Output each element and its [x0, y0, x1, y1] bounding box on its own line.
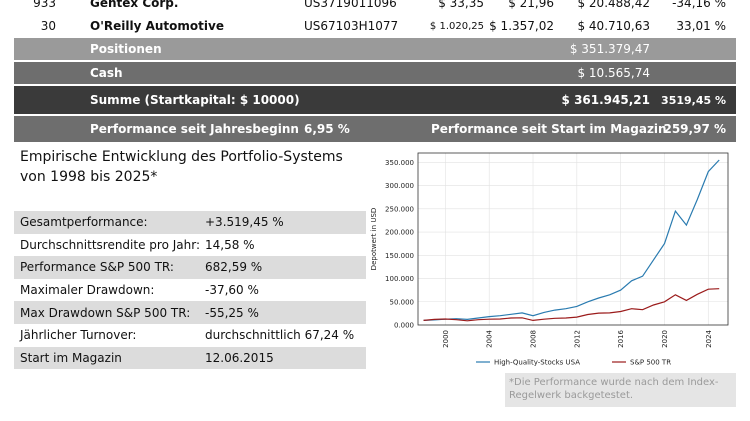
x-tick-label: 2020 [661, 330, 669, 348]
position-value: $ 20.488,42 [577, 0, 650, 10]
sum-label: Summe (Startkapital: $ 10000) [90, 93, 300, 107]
stat-value: 682,59 % [205, 260, 263, 275]
stat-value: durchschnittlich 67,24 % [205, 328, 355, 343]
stat-label: Jährlicher Turnover: [20, 328, 137, 343]
row-id: 933 [33, 0, 56, 10]
stats-row: Performance S&P 500 TR: 682,59 % [14, 256, 366, 279]
table-row: 933 Gentex Corp. US3719011096 $ 33,35 $ … [14, 0, 736, 14]
y-tick-label: 200.000 [385, 229, 414, 237]
row-id: 30 [40, 19, 56, 33]
isin: US67103H1077 [304, 19, 399, 33]
x-tick-label: 2008 [530, 330, 538, 348]
stat-label: Durchschnittsrendite pro Jahr: [20, 237, 200, 252]
company-name: Gentex Corp. [90, 0, 179, 10]
position-performance: 33,01 % [676, 19, 726, 33]
legend: High-Quality-Stocks USA S&P 500 TR [476, 359, 671, 367]
isin: US3719011096 [304, 0, 397, 10]
stats-row: Jährlicher Turnover: durchschnittlich 67,… [14, 324, 366, 347]
stats-title: Empirische Entwicklung des Portfolio-Sys… [20, 147, 360, 187]
positions-label: Positionen [90, 42, 162, 56]
cash-label: Cash [90, 66, 123, 80]
stat-value: +3.519,45 % [205, 215, 284, 230]
stat-value: 12.06.2015 [205, 350, 274, 365]
sum-value: $ 361.945,21 [561, 93, 650, 107]
perf-ytd-value: 6,95 % [304, 122, 350, 136]
series-line-sp500 [423, 288, 720, 322]
x-tick-label: 2024 [705, 329, 713, 347]
company-name: O'Reilly Automotive [90, 19, 224, 33]
stat-value: -37,60 % [205, 283, 259, 298]
plot-area [417, 152, 729, 326]
footnote: *Die Performance wurde nach dem Index-Re… [505, 373, 736, 407]
positions-value: $ 351.379,47 [569, 42, 650, 56]
current-price: $ 21,96 [508, 0, 554, 10]
stats-row: Durchschnittsrendite pro Jahr: 14,58 % [14, 234, 366, 257]
perf-start-value: 259,97 % [663, 122, 726, 136]
cash-value: $ 10.565,74 [577, 66, 650, 80]
perf-start-label: Performance seit Start im Magazin [431, 122, 667, 136]
stat-label: Start im Magazin [20, 350, 122, 365]
performance-line-chart: 0.000 50.000 100.000 150.000 200.000 250.000 3… [366, 143, 736, 373]
y-tick-label: 250.000 [385, 205, 414, 213]
stats-row: Gesamtperformance: +3.519,45 % [14, 211, 366, 234]
stats-title-line1: Empirische Entwicklung des Portfolio-Sys… [20, 149, 343, 165]
sum-percent: 3519,45 % [661, 93, 726, 107]
x-tick-label: 2012 [573, 330, 581, 348]
buy-price: $ 1.020,25 [429, 20, 484, 32]
y-tick-label: 50.000 [390, 298, 415, 306]
series-line-high-quality [423, 159, 720, 321]
cash-row: Cash $ 10.565,74 [14, 62, 736, 84]
perf-ytd-label: Performance seit Jahresbeginn [90, 122, 299, 136]
stat-label: Max Drawdown S&P 500 TR: [20, 305, 191, 320]
stats-table: Gesamtperformance: +3.519,45 % Durchschni… [14, 211, 366, 370]
y-tick-label: 100.000 [385, 275, 414, 283]
sum-row: Summe (Startkapital: $ 10000) $ 361.945,… [14, 86, 736, 114]
position-value: $ 40.710,63 [577, 19, 650, 33]
x-tick-label: 2016 [617, 329, 625, 347]
y-tick-label: 300.000 [385, 182, 414, 190]
stat-value: 14,58 % [205, 237, 255, 252]
position-performance: -34,16 % [672, 0, 726, 10]
stat-label: Performance S&P 500 TR: [20, 260, 174, 275]
stat-value: -55,25 % [205, 305, 259, 320]
y-tick-label: 0.000 [394, 322, 414, 330]
y-tick-label: 350.000 [385, 159, 414, 167]
positions-row: Positionen $ 351.379,47 [14, 38, 736, 60]
stats-row: Start im Magazin 12.06.2015 [14, 346, 366, 370]
performance-row: Performance seit Jahresbeginn 6,95 % Per… [14, 116, 736, 142]
stats-row: Maximaler Drawdown: -37,60 % [14, 279, 366, 302]
stats-row: Max Drawdown S&P 500 TR: -55,25 % [14, 301, 366, 324]
stat-label: Gesamtperformance: [20, 215, 148, 230]
x-tick-label: 2000 [442, 330, 450, 348]
stat-label: Maximaler Drawdown: [20, 283, 155, 298]
y-axis-label: Depotwert in USD [370, 208, 378, 271]
stats-title-line2: von 1998 bis 2025* [20, 169, 158, 185]
table-row: 30 O'Reilly Automotive US67103H1077 $ 1.… [14, 15, 736, 37]
y-tick-label: 150.000 [385, 252, 414, 260]
legend-label: S&P 500 TR [630, 359, 671, 367]
buy-price: $ 33,35 [438, 0, 484, 10]
current-price: $ 1.357,02 [489, 19, 554, 33]
x-tick-label: 2004 [486, 329, 494, 347]
legend-label: High-Quality-Stocks USA [494, 359, 580, 367]
